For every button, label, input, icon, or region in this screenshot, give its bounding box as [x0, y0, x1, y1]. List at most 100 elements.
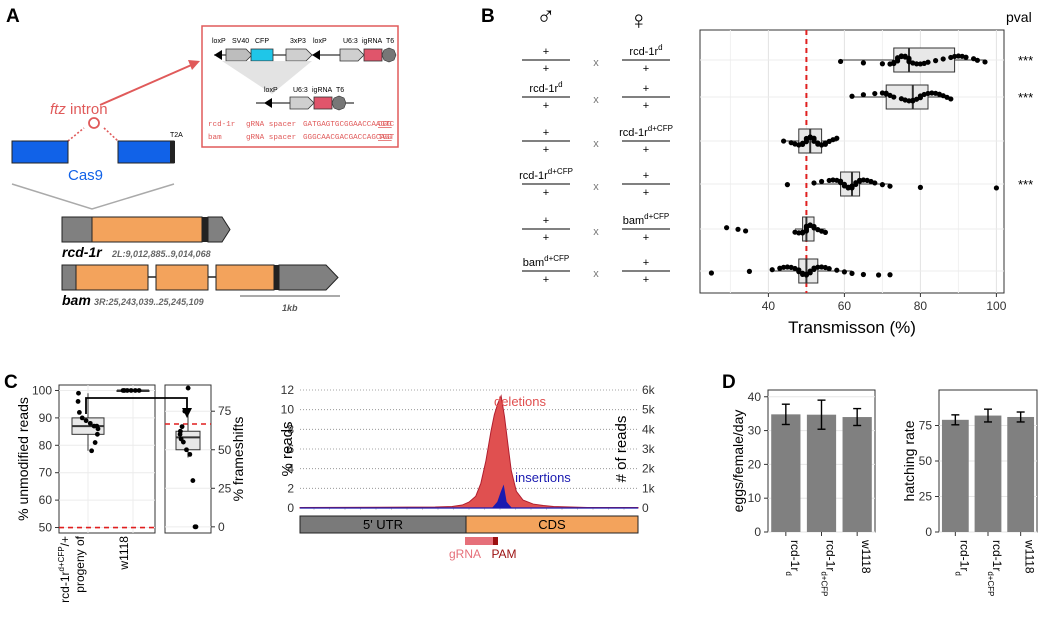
y-tick-label: 75 [218, 404, 232, 418]
cfp-element [250, 48, 274, 62]
x-tick-label: 100 [986, 299, 1006, 313]
data-point [735, 226, 741, 232]
cas9-exon-1 [11, 140, 69, 164]
data-point [91, 423, 97, 429]
sv40-element [225, 48, 253, 62]
c-xtick-genotype: rcd-1rd+CFP/+ [57, 536, 72, 603]
cas9-exon-2 [117, 140, 175, 164]
data-point [87, 420, 93, 426]
panel-label-b: B [481, 6, 495, 27]
data-point [784, 264, 791, 270]
data-point [952, 53, 958, 60]
y-tick-label: 40 [748, 390, 762, 404]
y2-tick-label: 6k [642, 383, 656, 397]
grna-bar [465, 537, 493, 545]
y-tick-label: 30 [748, 424, 762, 438]
data-point [819, 178, 825, 185]
data-point [179, 424, 185, 430]
x-tick-label: w1118 [1023, 539, 1037, 574]
data-point [89, 448, 95, 454]
construct-label-3: 3xP3 [290, 38, 306, 45]
rcd-utr-5 [61, 216, 93, 243]
data-point [128, 388, 134, 393]
intron-dots-right [103, 127, 119, 142]
y-tick-label: 12 [281, 383, 295, 397]
reads-profile-chart: 0 0 2 1k 4 2k 6 3k 8 4k 10 5k 12 6k deletions insertion… [279, 383, 656, 561]
y-tick-label: 4 [287, 462, 294, 476]
data-point [192, 524, 198, 530]
cross-5-male-top: bamd+CFP [523, 254, 570, 269]
t2a-label: T2A [170, 132, 183, 139]
cross-3-female-bottom: + [643, 187, 649, 199]
cross-1-female-bottom: + [643, 100, 649, 112]
data-point [879, 182, 886, 188]
data-point [879, 61, 886, 67]
cas9-label: Cas9 [68, 167, 103, 184]
data-point [79, 415, 85, 421]
t6-terminator-2 [331, 95, 347, 111]
gene-coords-bam: 3R:25,243,039..25,245,109 [94, 297, 204, 307]
data-point [178, 436, 184, 442]
y2-axis-title: # of reads [613, 416, 630, 483]
c-xtick-progeny: progeny of [73, 535, 87, 592]
data-point [974, 57, 981, 63]
y-tick-label: 50 [218, 443, 232, 457]
y-tick-label: 10 [748, 491, 762, 505]
data-point [746, 268, 753, 274]
loxp-arrow-1 [214, 50, 222, 60]
y2-tick-label: 3k [642, 442, 656, 456]
gene-coords-rcd: 2L:9,012,885..9,014,068 [111, 249, 211, 259]
cross-4-x: x [593, 226, 599, 238]
y-axis-title: % reads [279, 421, 296, 476]
y-tick-label: 25 [919, 490, 933, 504]
construct-label-7: T6 [386, 38, 394, 45]
bam-exon-1 [75, 264, 149, 291]
cross-4-male-bottom: + [543, 232, 549, 244]
cds-track [465, 515, 639, 534]
gene-name-bam: bam [62, 292, 91, 308]
pval-mark: *** [1018, 53, 1033, 68]
data-point [784, 182, 791, 188]
panel-label-d: D [722, 372, 736, 393]
cross-3-x: x [593, 181, 599, 193]
y-tick-label: 2 [287, 481, 294, 495]
insertion-lines [11, 183, 175, 210]
bracket-arrowhead [182, 408, 192, 418]
data-point [860, 177, 867, 183]
cross-0-male-top: + [543, 46, 549, 58]
construct-label-6: igRNA [362, 38, 383, 45]
igrna-element-2 [313, 96, 333, 110]
plot-frame [699, 29, 1005, 294]
male-symbol: ♂ [536, 1, 556, 31]
deletions-area [299, 394, 639, 509]
bar [1007, 416, 1035, 532]
data-point [841, 269, 848, 275]
bam-exon-2 [155, 264, 209, 291]
data-point [838, 58, 844, 65]
y-axis-title: % frameshifts [230, 417, 246, 502]
data-point [887, 183, 893, 189]
data-point [860, 92, 867, 98]
construct-box: loxP SV40 CFP 3xP3 loxP U6:3 igRNA T6 lo… [201, 25, 399, 148]
x-tick-label: 60 [838, 299, 852, 313]
grna-label: gRNA [449, 547, 481, 561]
y2-tick-label: 4k [642, 422, 656, 436]
cross-2-male-top: + [543, 127, 549, 139]
cross-2-x: x [593, 138, 599, 150]
u6-3-element-2 [289, 96, 315, 110]
data-point [925, 90, 931, 97]
data-point [826, 177, 832, 184]
y2-tick-label: 1k [642, 481, 656, 495]
excised-label-3: T6 [336, 87, 344, 94]
deletions-label: deletions [494, 394, 547, 409]
cross-1-male-bottom: + [543, 100, 549, 112]
bar [974, 415, 1002, 532]
y2-tick-label: 0 [642, 501, 649, 515]
excised-label-1: U6:3 [293, 87, 308, 94]
y-axis-title: hatching rate [901, 420, 917, 501]
cross-0-female-top: rcd-1rd [629, 43, 662, 58]
data-point [933, 58, 939, 64]
data-point [876, 272, 882, 278]
t6-terminator [381, 47, 397, 63]
ftz-arrow [99, 62, 197, 106]
